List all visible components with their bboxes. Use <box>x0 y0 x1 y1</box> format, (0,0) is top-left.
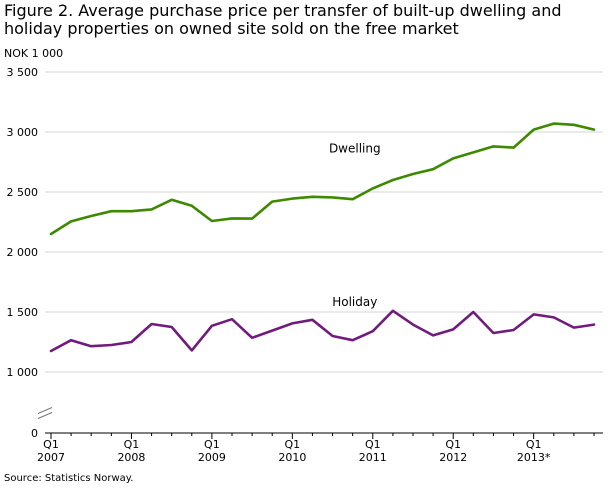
x-tick-year: 2009 <box>198 451 226 464</box>
x-tick-year: 2010 <box>278 451 306 464</box>
axes <box>37 407 603 439</box>
x-tick-quarter: Q1 <box>204 438 220 451</box>
series-line-dwelling <box>49 122 596 236</box>
y-tick-label: 2 500 <box>7 186 39 199</box>
x-tick-quarter: Q1 <box>43 438 59 451</box>
y-tick-label: 1 500 <box>7 306 39 319</box>
x-tick-quarter: Q1 <box>284 438 300 451</box>
axis-break-mark <box>37 407 53 414</box>
labels: NOK 1 000 0 1 000 1 500 2 000 2 500 3 000 3 500… <box>4 47 551 464</box>
x-tick-quarter: Q1 <box>445 438 461 451</box>
grid-lines <box>45 71 603 373</box>
y-tick-label: 1 000 <box>7 366 39 379</box>
x-tick-quarter: Q1 <box>526 438 542 451</box>
x-tick-quarter: Q1 <box>365 438 381 451</box>
x-tick-year: 2012 <box>439 451 467 464</box>
y-axis-label: NOK 1 000 <box>4 47 63 60</box>
source-note: Source: Statistics Norway. <box>4 473 134 484</box>
series-label-holiday: Holiday <box>332 295 377 309</box>
series-label-dwelling: Dwelling <box>329 141 381 155</box>
series-lines <box>49 122 596 353</box>
y-tick-label: 2 000 <box>7 246 39 259</box>
y-tick-label: 0 <box>31 427 38 440</box>
y-tick-label: 3 500 <box>7 66 39 79</box>
x-tick-quarter: Q1 <box>124 438 140 451</box>
x-tick-year: 2013* <box>517 451 551 464</box>
axis-break-mark <box>37 412 53 419</box>
chart-title: Figure 2. Average purchase price per tra… <box>4 1 562 38</box>
y-tick-label: 3 000 <box>7 126 39 139</box>
x-tick-year: 2011 <box>359 451 387 464</box>
x-tick-year: 2008 <box>117 451 145 464</box>
series-line-holiday <box>49 309 596 353</box>
x-tick-year: 2007 <box>37 451 65 464</box>
